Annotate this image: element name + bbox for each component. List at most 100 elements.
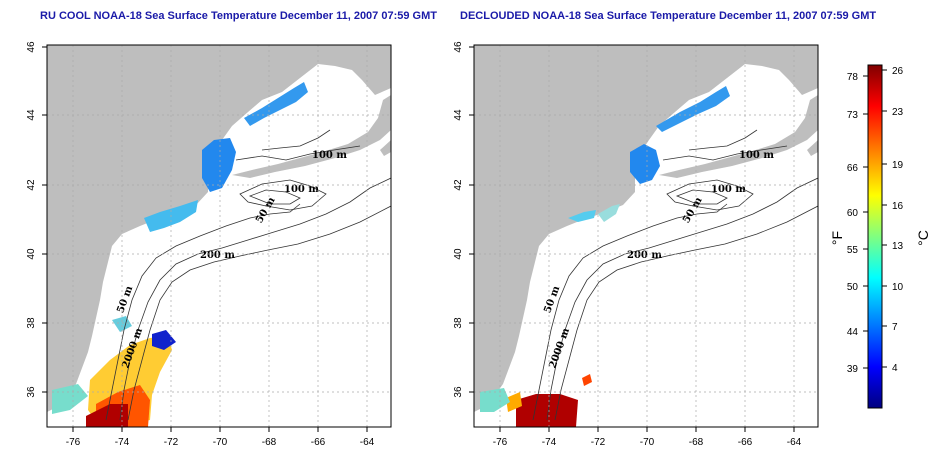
- contour-2000m: [127, 205, 391, 421]
- y-tick-label: 40: [26, 248, 37, 260]
- sst-patch-southern-new-england: [568, 210, 596, 222]
- colorbar-f-tick: 78: [847, 72, 859, 83]
- land-mass: [474, 45, 818, 412]
- y-tick-label: 36: [26, 386, 37, 398]
- sst-patch-hatteras: [516, 394, 578, 427]
- y-tick-label: 44: [26, 109, 37, 121]
- land-mass: [47, 45, 391, 412]
- x-tick-label: -72: [591, 437, 606, 448]
- sst-patch-gulf-of-maine: [630, 144, 660, 184]
- x-tick-label: -64: [787, 437, 802, 448]
- land-mass: [380, 140, 391, 156]
- x-tick-label: -72: [164, 437, 179, 448]
- x-tick-label: -70: [640, 437, 655, 448]
- panel-right-map: 100 m 100 m 50 m 200 m 50 m 2000 m -76 -: [453, 41, 819, 448]
- sst-patch-gulf-of-maine: [202, 138, 236, 192]
- x-tick-label: -64: [360, 437, 375, 448]
- land-mass: [807, 140, 818, 156]
- colorbar-f-tick: 66: [847, 163, 859, 174]
- panel-frame: [473, 44, 819, 428]
- x-tick-label: -66: [311, 437, 326, 448]
- contour-200m: [546, 177, 818, 421]
- contour-100m: [239, 179, 327, 211]
- y-tick-label: 44: [453, 109, 464, 121]
- contour-100m: [666, 179, 754, 211]
- sst-patch-gulf-of-maine: [656, 86, 730, 132]
- y-tick-label: 36: [453, 386, 464, 398]
- y-tick-label: 46: [26, 41, 37, 53]
- panel-left-map: 100 m 100 m 50 m 200 m 50 m 2000 m -: [26, 41, 392, 448]
- sst-patch-southern-new-england: [598, 204, 620, 222]
- colorbar-f-tick: 60: [847, 208, 859, 219]
- x-tick-label: -70: [213, 437, 228, 448]
- sst-patch-offshore: [152, 330, 176, 350]
- contour-50m: [105, 203, 301, 421]
- x-tick-label: -68: [262, 437, 277, 448]
- axis-ticks: [42, 46, 368, 432]
- contour-shoals: [261, 129, 331, 151]
- colorbar-c-tick: 7: [892, 322, 898, 333]
- contour-50m: [675, 189, 728, 205]
- contour-label-100m: 100 m: [312, 150, 347, 161]
- colorbar-c-tick: 26: [892, 66, 904, 77]
- y-tick-label: 42: [453, 179, 464, 191]
- contour-50m: [248, 189, 301, 205]
- colorbar-fahrenheit-label: °F: [829, 231, 845, 245]
- x-tick-label: -76: [66, 437, 81, 448]
- colorbar: 78 73 66 60 55 50 44 39 26 23 19 16 13 1…: [829, 64, 931, 409]
- x-tick-labels: -76 -74 -72 -70 -68 -66 -64: [66, 437, 375, 448]
- contour-100m: [662, 145, 788, 161]
- bathymetry-contours: [105, 129, 391, 421]
- panel-frame: [46, 44, 392, 428]
- y-tick-label: 42: [26, 179, 37, 191]
- y-tick-labels: 46 44 42 40 38 36: [26, 41, 37, 398]
- x-tick-label: -68: [689, 437, 704, 448]
- colorbar-celsius-labels: 26 23 19 16 13 10 7 4: [892, 66, 904, 374]
- x-tick-label: -74: [115, 437, 130, 448]
- colorbar-f-tick: 44: [847, 327, 859, 338]
- colorbar-f-tick: 39: [847, 364, 859, 375]
- colorbar-c-tick: 23: [892, 107, 904, 118]
- sst-patch-hatteras: [506, 392, 522, 412]
- panel-left-title: RU COOL NOAA-18 Sea Surface Temperature …: [40, 10, 437, 22]
- colorbar-fahrenheit-labels: 78 73 66 60 55 50 44 39: [847, 72, 859, 375]
- sst-patch-shelf: [52, 384, 88, 414]
- x-tick-label: -76: [493, 437, 508, 448]
- contour-label-100m: 100 m: [711, 184, 746, 195]
- sst-patch-offshore: [582, 374, 592, 386]
- graticule: [474, 45, 818, 427]
- contour-label-100m: 100 m: [284, 184, 319, 195]
- bathymetry-contours: [532, 129, 818, 421]
- land-mass: [232, 95, 391, 178]
- colorbar-f-tick: 50: [847, 282, 859, 293]
- panel-right-title: DECLOUDED NOAA-18 Sea Surface Temperatur…: [460, 10, 877, 22]
- contour-200m: [119, 177, 391, 421]
- y-tick-labels: 46 44 42 40 38 36: [453, 41, 464, 398]
- x-tick-label: -66: [738, 437, 753, 448]
- colorbar-ticks: [863, 69, 887, 369]
- y-tick-label: 46: [453, 41, 464, 53]
- graticule: [47, 45, 391, 427]
- land-mass: [659, 95, 818, 178]
- contour-label-200m: 200 m: [200, 250, 235, 261]
- axis-ticks: [469, 46, 795, 432]
- colorbar-c-tick: 16: [892, 201, 904, 212]
- colorbar-c-tick: 10: [892, 282, 904, 293]
- contour-100m: [235, 145, 361, 161]
- contour-label-100m: 100 m: [739, 150, 774, 161]
- x-tick-labels: -76 -74 -72 -70 -68 -66 -64: [493, 437, 802, 448]
- contour-label-200m: 200 m: [627, 250, 662, 261]
- y-tick-label: 40: [453, 248, 464, 260]
- colorbar-f-tick: 73: [847, 110, 859, 121]
- sst-patch-shelf: [480, 388, 510, 412]
- colorbar-c-tick: 4: [892, 363, 898, 374]
- y-tick-label: 38: [26, 317, 37, 329]
- sst-patch-gulf-of-maine: [244, 82, 308, 126]
- colorbar-bar: [867, 64, 883, 409]
- contour-shoals: [688, 129, 758, 151]
- colorbar-celsius-label: °C: [915, 230, 931, 246]
- x-tick-label: -74: [542, 437, 557, 448]
- y-tick-label: 38: [453, 317, 464, 329]
- contour-2000m: [554, 205, 818, 421]
